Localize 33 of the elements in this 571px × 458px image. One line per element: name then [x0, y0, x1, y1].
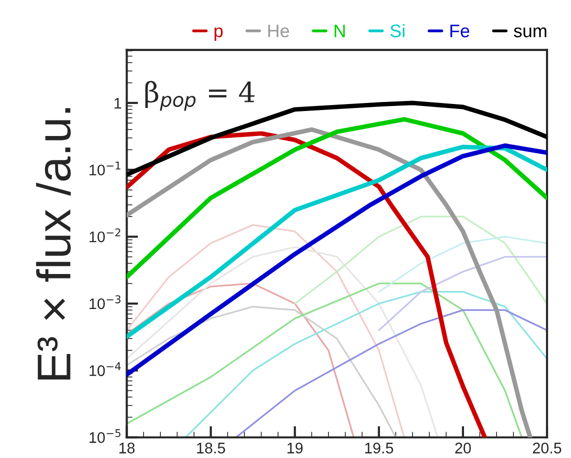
line-series	[294, 216, 548, 304]
x-tick-label: 18	[119, 442, 135, 454]
x-tick-label: 19	[288, 442, 303, 454]
legend-label: p	[214, 27, 223, 41]
y-tick-label: 10$^{−5}$	[90, 429, 120, 443]
x-tick-label: 20.5	[532, 442, 562, 454]
line-series	[126, 282, 523, 438]
line-series	[126, 117, 548, 280]
line-series	[126, 282, 355, 438]
legend-label: He	[268, 24, 290, 38]
legend-label: Fe	[450, 24, 470, 38]
y-tick-label: 1	[114, 98, 122, 108]
line-series	[378, 256, 548, 332]
line-series	[378, 236, 548, 293]
legend-label: N	[334, 24, 345, 38]
line-series	[235, 309, 548, 438]
x-tick-label: 18.5	[197, 442, 226, 454]
line-series	[126, 246, 439, 438]
line-series	[126, 224, 405, 438]
annotation: β$_{pop}$ = 4	[145, 80, 254, 111]
line-series	[126, 143, 548, 377]
y-tick-label: 10$^{−3}$	[90, 295, 120, 310]
y-tick-label: 10$^{−2}$	[90, 228, 120, 242]
x-tick-label: 20	[455, 442, 471, 454]
legend-label: Si	[390, 24, 404, 38]
line-series	[184, 290, 548, 438]
y-tick-label: 10$^{−1}$	[90, 162, 120, 176]
line-series	[126, 306, 397, 438]
x-tick-label: 19.5	[365, 442, 394, 454]
y-axis-title: E³ × flux /a.u.	[36, 108, 71, 380]
y-tick-label: 10$^{−4}$	[90, 362, 121, 376]
legend-label: sum	[514, 27, 546, 38]
line-series	[126, 144, 548, 339]
